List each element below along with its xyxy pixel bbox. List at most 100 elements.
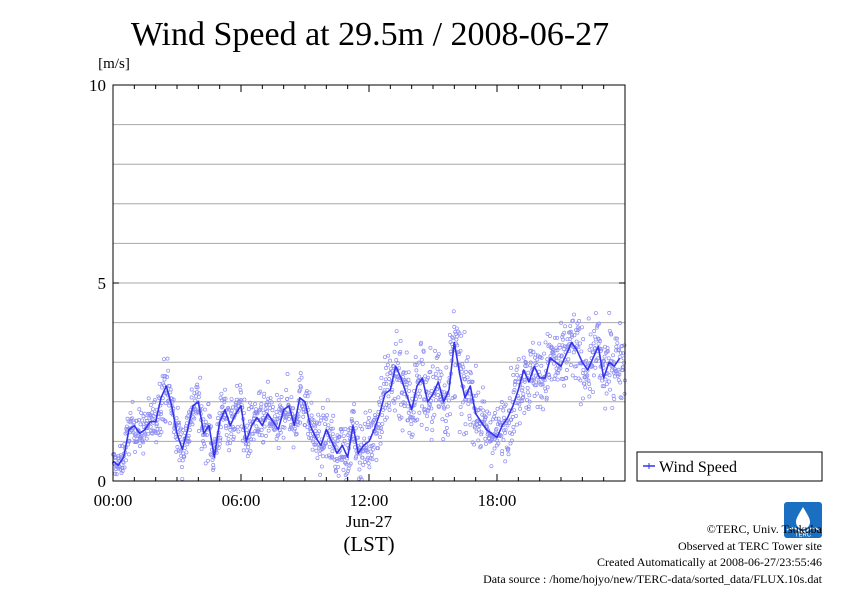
data-point (187, 428, 192, 433)
data-point (251, 437, 256, 442)
data-point (433, 348, 437, 353)
data-point (458, 405, 463, 410)
data-point (264, 433, 268, 438)
data-point (426, 409, 430, 414)
data-point (351, 409, 356, 414)
data-point (391, 363, 395, 368)
data-point (279, 395, 284, 399)
data-point (562, 383, 567, 388)
data-point (448, 412, 453, 417)
data-point (321, 445, 326, 450)
data-point (245, 423, 250, 428)
x-axis-label: (LST) (343, 532, 394, 556)
data-point (227, 448, 232, 453)
data-point (225, 441, 230, 446)
data-point (370, 457, 375, 462)
data-point (270, 404, 275, 409)
data-point (395, 377, 400, 382)
data-point (291, 445, 296, 450)
data-point (379, 426, 384, 430)
data-point (254, 424, 259, 429)
data-point (452, 394, 457, 399)
data-point (235, 425, 240, 429)
data-point (543, 340, 548, 345)
data-point (500, 449, 505, 454)
data-point (541, 407, 546, 412)
data-point (406, 377, 411, 382)
data-point (193, 398, 197, 403)
data-point (458, 348, 463, 353)
data-point (427, 406, 432, 410)
data-point (454, 337, 459, 342)
data-point (480, 412, 485, 417)
data-point (425, 377, 430, 382)
data-point (545, 385, 550, 390)
y-axis-label: [m/s] (98, 56, 130, 72)
data-point (611, 360, 616, 365)
data-point (374, 458, 379, 463)
data-point (265, 379, 270, 384)
data-point (311, 418, 316, 423)
data-point (161, 383, 166, 388)
data-point (195, 385, 200, 390)
data-point (574, 364, 579, 369)
data-point (249, 405, 254, 410)
data-point (568, 324, 573, 328)
data-point (612, 397, 617, 401)
data-point (525, 390, 530, 395)
data-point (561, 337, 565, 342)
data-point (349, 418, 354, 423)
data-point (617, 372, 622, 377)
data-point (140, 418, 145, 423)
data-point (157, 381, 162, 386)
data-point (367, 465, 372, 470)
data-point (521, 355, 526, 360)
data-point (437, 376, 442, 381)
data-point (369, 449, 373, 454)
data-point (525, 397, 529, 402)
data-point (287, 417, 292, 421)
data-point (138, 435, 143, 440)
data-point (434, 375, 439, 380)
data-point (506, 452, 511, 457)
data-point (158, 426, 163, 431)
data-point (543, 389, 548, 394)
data-point (386, 394, 391, 399)
data-point (430, 428, 435, 433)
data-point (411, 415, 416, 420)
data-point (511, 425, 516, 429)
data-point (426, 375, 431, 380)
data-point (480, 385, 485, 390)
data-point (217, 442, 222, 446)
data-point (177, 420, 181, 425)
data-point (378, 441, 383, 446)
data-point (310, 447, 315, 452)
data-point (553, 348, 558, 353)
data-point (588, 332, 593, 337)
data-point (562, 330, 567, 335)
data-point (479, 432, 484, 437)
data-point (584, 358, 588, 363)
data-point (428, 402, 433, 407)
data-point (511, 373, 516, 377)
data-point (476, 438, 481, 443)
data-point (609, 332, 614, 337)
x-tick-label: 06:00 (222, 491, 261, 510)
data-point (573, 376, 578, 380)
data-point (291, 406, 295, 411)
data-point (596, 336, 601, 341)
data-point (278, 430, 283, 435)
data-point (444, 426, 449, 430)
data-point (265, 408, 269, 413)
data-point (126, 452, 131, 457)
data-point (261, 440, 266, 444)
data-point (186, 414, 191, 419)
data-point (479, 430, 484, 435)
data-point (428, 369, 433, 374)
data-point (387, 407, 392, 412)
data-point (522, 378, 527, 382)
data-point (272, 414, 277, 419)
data-point (152, 398, 157, 403)
data-point (482, 419, 486, 424)
data-point (385, 372, 390, 377)
